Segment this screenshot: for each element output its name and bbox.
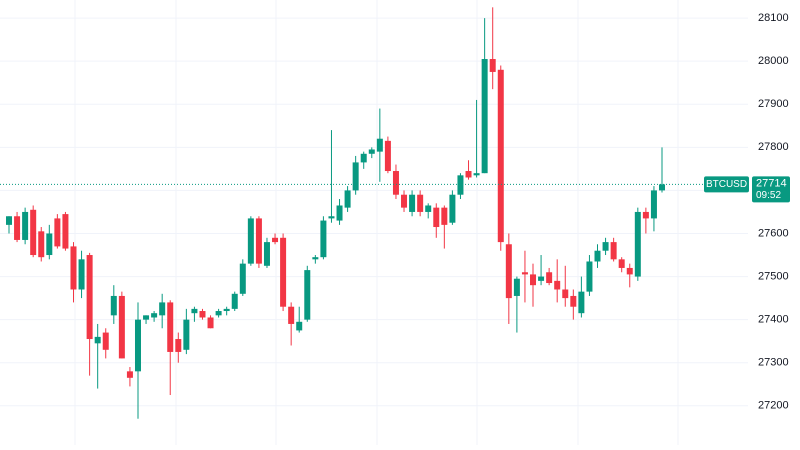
candle-body [304, 270, 311, 320]
candle-body [231, 293, 238, 309]
candle-body [401, 194, 408, 208]
candle-body [78, 259, 85, 290]
candle-body [46, 233, 53, 256]
candle-body [481, 59, 488, 174]
candle-body [465, 171, 472, 178]
candle-body [650, 190, 657, 219]
candle-body [296, 321, 303, 331]
y-tick-label: 27600 [758, 227, 789, 239]
candle-body [626, 267, 633, 275]
candle-body [425, 205, 432, 212]
symbol-label-bg [704, 176, 749, 193]
candle-body [199, 311, 206, 318]
y-tick-label: 27800 [758, 141, 789, 153]
candle-body [538, 276, 545, 281]
candle-body [586, 261, 593, 292]
candle-body [239, 263, 246, 294]
candle-body [659, 184, 665, 191]
candle-body [384, 140, 391, 172]
candle-body [62, 214, 69, 249]
candle-body [489, 59, 496, 72]
candle-body [554, 280, 561, 290]
candle-body [449, 194, 456, 223]
candle-body [223, 308, 230, 312]
candle-body [602, 242, 609, 251]
candle-body [70, 246, 77, 290]
symbol-label: BTCUSD [706, 179, 747, 190]
candle-body [151, 313, 158, 318]
candle-body [610, 242, 617, 260]
last-price-label: 27714 [756, 177, 787, 189]
candle-body [102, 332, 109, 350]
candle-body [94, 336, 101, 344]
candle-body [497, 69, 504, 243]
candle-body [513, 278, 520, 296]
candle-body [642, 211, 649, 219]
candle-body [392, 171, 399, 195]
candle-body [457, 175, 464, 195]
candle-body [134, 319, 141, 372]
y-tick-label: 27500 [758, 270, 789, 282]
candle-body [320, 220, 327, 258]
candle-body [255, 218, 262, 264]
candle-body [215, 311, 222, 316]
countdown-label: 09:52 [756, 190, 781, 201]
candle-body [578, 291, 585, 314]
candle-body [433, 207, 440, 228]
candle-body [280, 237, 287, 307]
candle-body [207, 317, 214, 329]
candle-body [191, 308, 198, 314]
candle-body [288, 306, 295, 324]
candle-body [175, 339, 182, 352]
candle-body [86, 255, 93, 340]
candle-body [417, 194, 424, 212]
candle-body [618, 259, 625, 268]
candle-body [272, 237, 279, 243]
candle-body [360, 153, 367, 163]
candle-body [143, 315, 150, 320]
candle-body [352, 162, 359, 191]
candle-body [546, 272, 553, 284]
candle-body [368, 149, 375, 154]
candle-body [562, 289, 569, 299]
y-tick-label: 28100 [758, 12, 789, 24]
candle-body [14, 216, 21, 240]
y-tick-label: 27300 [758, 357, 789, 369]
candle-body [409, 194, 416, 212]
candle-body [30, 209, 37, 256]
candle-body [38, 231, 45, 258]
candle-body [570, 295, 577, 307]
y-tick-label: 27200 [758, 400, 789, 412]
candle-body [328, 216, 335, 219]
candle-body [521, 272, 528, 275]
candle-body [634, 211, 641, 277]
candle-body [22, 211, 29, 240]
candle-body [118, 295, 125, 359]
candle-body [473, 173, 480, 176]
candle-body [6, 216, 12, 225]
candle-body [159, 302, 166, 316]
y-tick-label: 27900 [758, 98, 789, 110]
candle-body [312, 257, 319, 260]
candle-body [441, 207, 448, 225]
candle-body [336, 205, 343, 221]
candle-body [594, 250, 601, 262]
candle-body [126, 371, 133, 378]
candle-body [376, 138, 383, 152]
candle-body [505, 244, 512, 299]
candle-body [167, 302, 174, 352]
candle-body [183, 319, 190, 350]
y-tick-label: 27400 [758, 314, 789, 326]
candle-body [263, 242, 270, 266]
candle-body [530, 274, 537, 286]
y-tick-label: 28000 [758, 55, 789, 67]
candle-body [110, 295, 117, 316]
candle-body [247, 218, 254, 264]
time-grid [74, 0, 679, 445]
last-price-bg [752, 176, 790, 203]
candle-body [344, 190, 351, 208]
candle-body [54, 218, 61, 247]
